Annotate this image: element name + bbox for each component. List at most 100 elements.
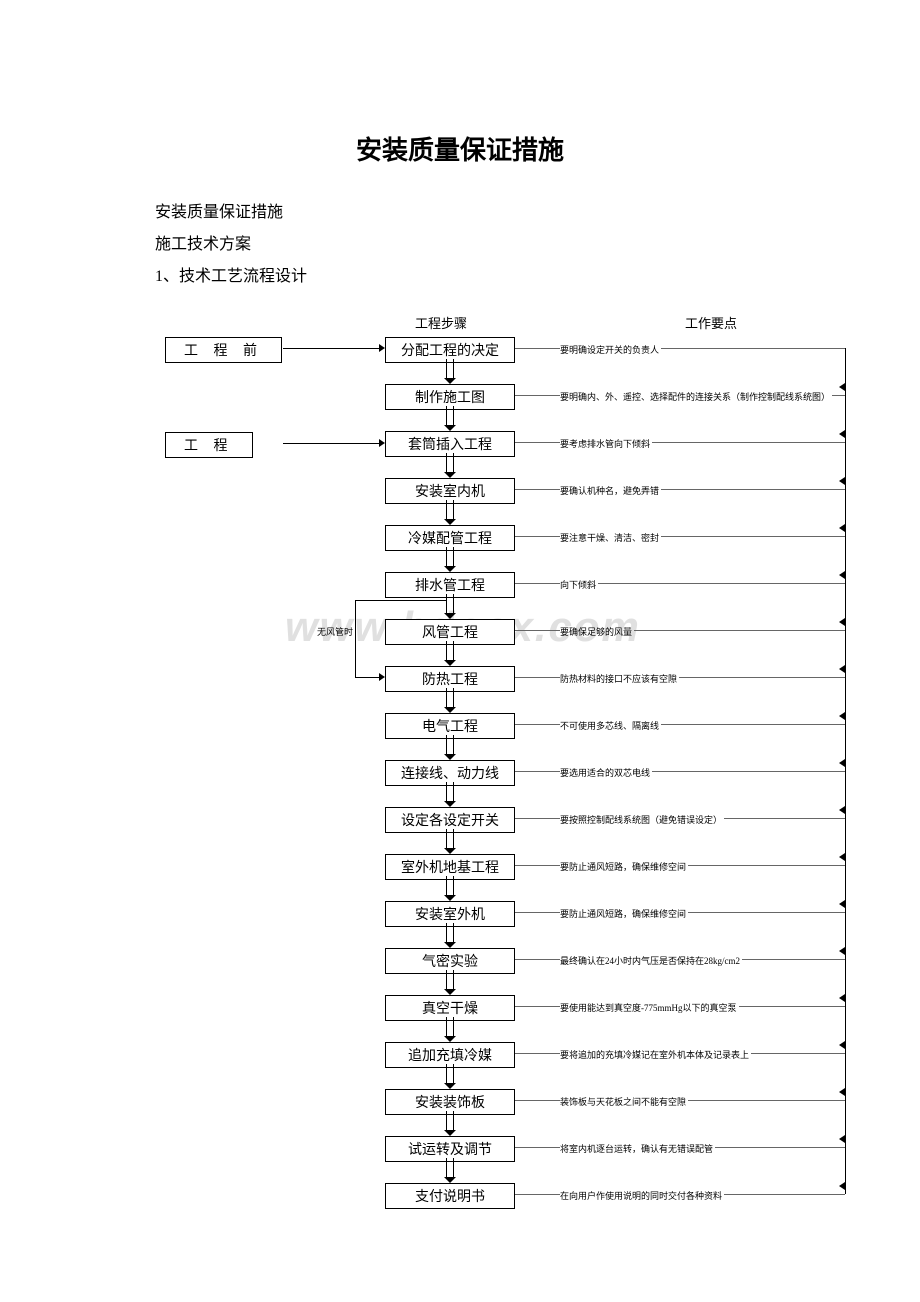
bypass-top [355,600,446,601]
process-flowchart: 工程步骤工作要点工 程 前工 程www.bdocx.com分配工程的决定要明确设… [165,313,865,1240]
note-lead-18 [515,1194,560,1195]
side-arrow-line-1 [283,443,379,444]
step-connector-6 [446,641,454,666]
step-note-4: 要注意干燥、清洁、密封 [560,531,659,544]
step-note-17: 将室内机逐台运转，确认有无错误配管 [560,1142,713,1155]
ret-up-7 [845,669,846,677]
step-note-10: 要按照控制配线系统图（避免错误设定） [560,813,722,826]
flow-header-steps: 工程步骤 [415,313,467,332]
note-lead-13 [515,959,560,960]
step-note-2: 要考虑排水管向下倾斜 [560,437,650,450]
step-note-6: 要确保足够的风量 [560,625,632,638]
step-note-14: 要使用能达到真空度-775mmHg以下的真空泵 [560,1001,737,1014]
body-line-0: 安装质量保证措施 [155,197,765,229]
ret-head-17 [839,1135,845,1143]
step-note-5: 向下倾斜 [560,578,596,591]
step-note-13: 最终确认在24小时内气压是否保持在28kg/cm2 [560,954,740,967]
ret-up-6 [845,622,846,630]
note-lead-1 [515,395,560,396]
step-note-0: 要明确设定开关的负责人 [560,343,659,356]
ret-head-9 [839,759,845,767]
note-tail-9 [652,771,845,772]
note-lead-7 [515,677,560,678]
note-lead-15 [515,1053,560,1054]
ret-head-15 [839,1041,845,1049]
ret-up-14 [845,998,846,1006]
step-connector-5 [446,594,454,619]
ret-head-10 [839,806,845,814]
note-lead-5 [515,583,560,584]
note-lead-8 [515,724,560,725]
note-tail-5 [598,583,845,584]
ret-head-11 [839,853,845,861]
step-connector-2 [446,453,454,478]
step-connector-12 [446,923,454,948]
ret-up-8 [845,716,846,724]
ret-head-4 [839,524,845,532]
note-tail-1 [832,395,845,396]
step-note-15: 要将追加的充填冷媒记在室外机本体及记录表上 [560,1048,749,1061]
side-box-0: 工 程 前 [165,337,282,363]
ret-up-5 [845,575,846,583]
ret-up-12 [845,904,846,912]
bypass-label: 无风管时 [317,625,353,638]
step-note-9: 要选用适合的双芯电线 [560,766,650,779]
step-connector-14 [446,1017,454,1042]
note-tail-6 [634,630,845,631]
note-lead-9 [515,771,560,772]
bypass-bot [355,677,379,678]
note-lead-2 [515,442,560,443]
ret-head-1 [839,383,845,391]
feedback-trunk [845,348,846,1194]
step-note-18: 在向用户作使用说明的同时交付各种资料 [560,1189,722,1202]
note-tail-11 [688,865,845,866]
step-connector-10 [446,829,454,854]
bypass-vert [355,600,356,677]
step-connector-0 [446,359,454,384]
ret-head-7 [839,665,845,673]
step-connector-7 [446,688,454,713]
step-note-8: 不可使用多芯线、隔离线 [560,719,659,732]
side-arrow-line-0 [283,348,379,349]
ret-head-13 [839,947,845,955]
ret-up-3 [845,481,846,489]
ret-up-4 [845,528,846,536]
ret-up-11 [845,857,846,865]
step-note-12: 要防止通风短路，确保维修空间 [560,907,686,920]
note-lead-3 [515,489,560,490]
ret-up-18 [845,1186,846,1194]
note-tail-8 [661,724,845,725]
ret-up-9 [845,763,846,771]
step-connector-16 [446,1111,454,1136]
note-tail-12 [688,912,845,913]
step-note-16: 装饰板与天花板之间不能有空隙 [560,1095,686,1108]
note-tail-16 [688,1100,845,1101]
ret-head-6 [839,618,845,626]
ret-head-12 [839,900,845,908]
bypass-arrow [379,673,385,681]
note-tail-0 [661,348,845,349]
ret-up-1 [845,387,846,395]
ret-head-3 [839,477,845,485]
note-lead-14 [515,1006,560,1007]
note-tail-13 [742,959,845,960]
note-lead-12 [515,912,560,913]
step-connector-13 [446,970,454,995]
ret-head-18 [839,1182,845,1190]
note-tail-2 [652,442,845,443]
note-lead-17 [515,1147,560,1148]
step-connector-9 [446,782,454,807]
step-note-7: 防热材料的接口不应该有空隙 [560,672,677,685]
note-tail-4 [661,536,845,537]
step-note-11: 要防止通风短路，确保维修空间 [560,860,686,873]
note-tail-3 [661,489,845,490]
step-connector-3 [446,500,454,525]
note-tail-15 [751,1053,845,1054]
note-lead-11 [515,865,560,866]
ret-up-13 [845,951,846,959]
step-note-1: 要明确内、外、遥控、选择配件的连接关系（制作控制配线系统图） [560,390,830,403]
ret-head-14 [839,994,845,1002]
ret-up-17 [845,1139,846,1147]
body-line-2: 1、技术工艺流程设计 [155,261,765,293]
step-box-18: 支付说明书 [385,1183,515,1209]
